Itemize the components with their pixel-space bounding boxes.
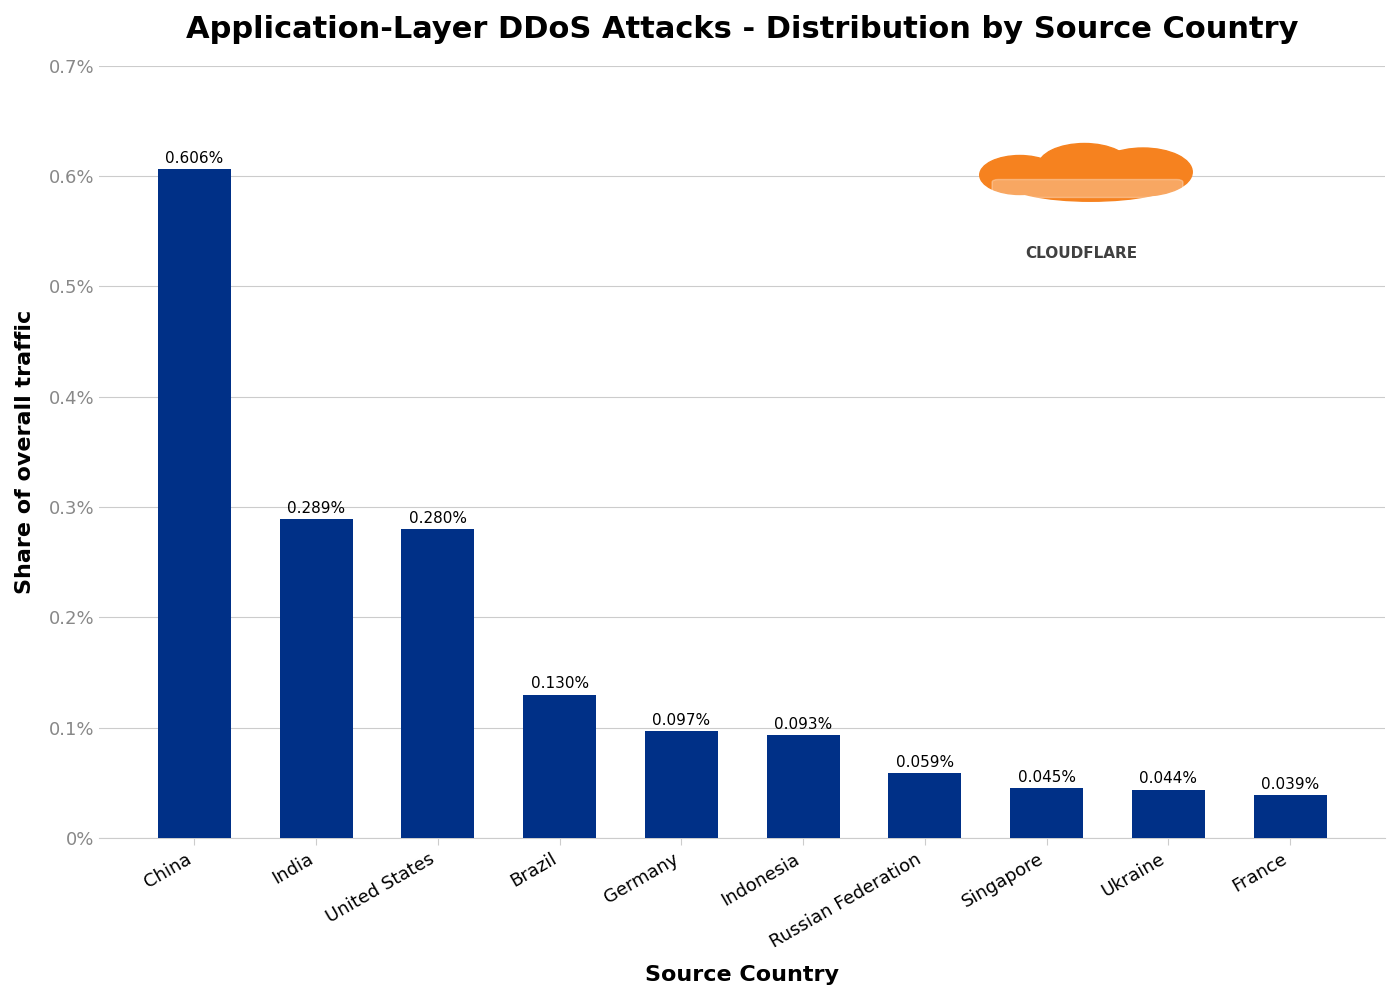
- Bar: [645, 731, 718, 838]
- Bar: [1009, 788, 1084, 838]
- Y-axis label: Share of overall traffic: Share of overall traffic: [15, 310, 35, 594]
- Bar: [158, 169, 231, 838]
- Text: 0.059%: 0.059%: [896, 755, 953, 770]
- Circle shape: [1093, 148, 1193, 196]
- Bar: [524, 695, 596, 838]
- Bar: [767, 735, 840, 838]
- Title: Application-Layer DDoS Attacks - Distribution by Source Country: Application-Layer DDoS Attacks - Distrib…: [186, 15, 1298, 44]
- Text: 0.606%: 0.606%: [165, 151, 224, 166]
- Text: 0.039%: 0.039%: [1261, 777, 1319, 792]
- Bar: [1253, 795, 1327, 838]
- Text: 0.289%: 0.289%: [287, 501, 346, 516]
- Bar: [280, 519, 353, 838]
- Bar: [888, 773, 962, 838]
- FancyBboxPatch shape: [993, 180, 1183, 198]
- Bar: [1131, 790, 1205, 838]
- Text: 0.130%: 0.130%: [531, 676, 588, 691]
- Circle shape: [1039, 143, 1131, 188]
- Ellipse shape: [1007, 164, 1176, 201]
- Text: 0.093%: 0.093%: [774, 717, 832, 732]
- X-axis label: Source Country: Source Country: [645, 965, 839, 985]
- Text: CLOUDFLARE: CLOUDFLARE: [1025, 245, 1137, 260]
- Bar: [402, 529, 475, 838]
- Text: 0.044%: 0.044%: [1140, 771, 1197, 786]
- Circle shape: [980, 155, 1060, 194]
- Text: 0.097%: 0.097%: [652, 713, 710, 728]
- Text: 0.280%: 0.280%: [409, 511, 466, 526]
- Text: 0.045%: 0.045%: [1018, 770, 1075, 785]
